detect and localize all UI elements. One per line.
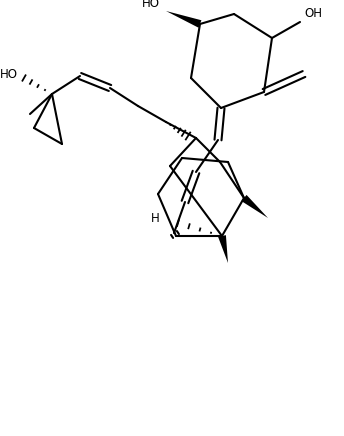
Polygon shape (241, 195, 268, 218)
Text: OH: OH (304, 7, 322, 20)
Polygon shape (218, 235, 228, 263)
Text: HO: HO (142, 0, 160, 10)
Text: HO: HO (0, 68, 18, 81)
Polygon shape (166, 11, 202, 28)
Text: H: H (151, 211, 160, 225)
